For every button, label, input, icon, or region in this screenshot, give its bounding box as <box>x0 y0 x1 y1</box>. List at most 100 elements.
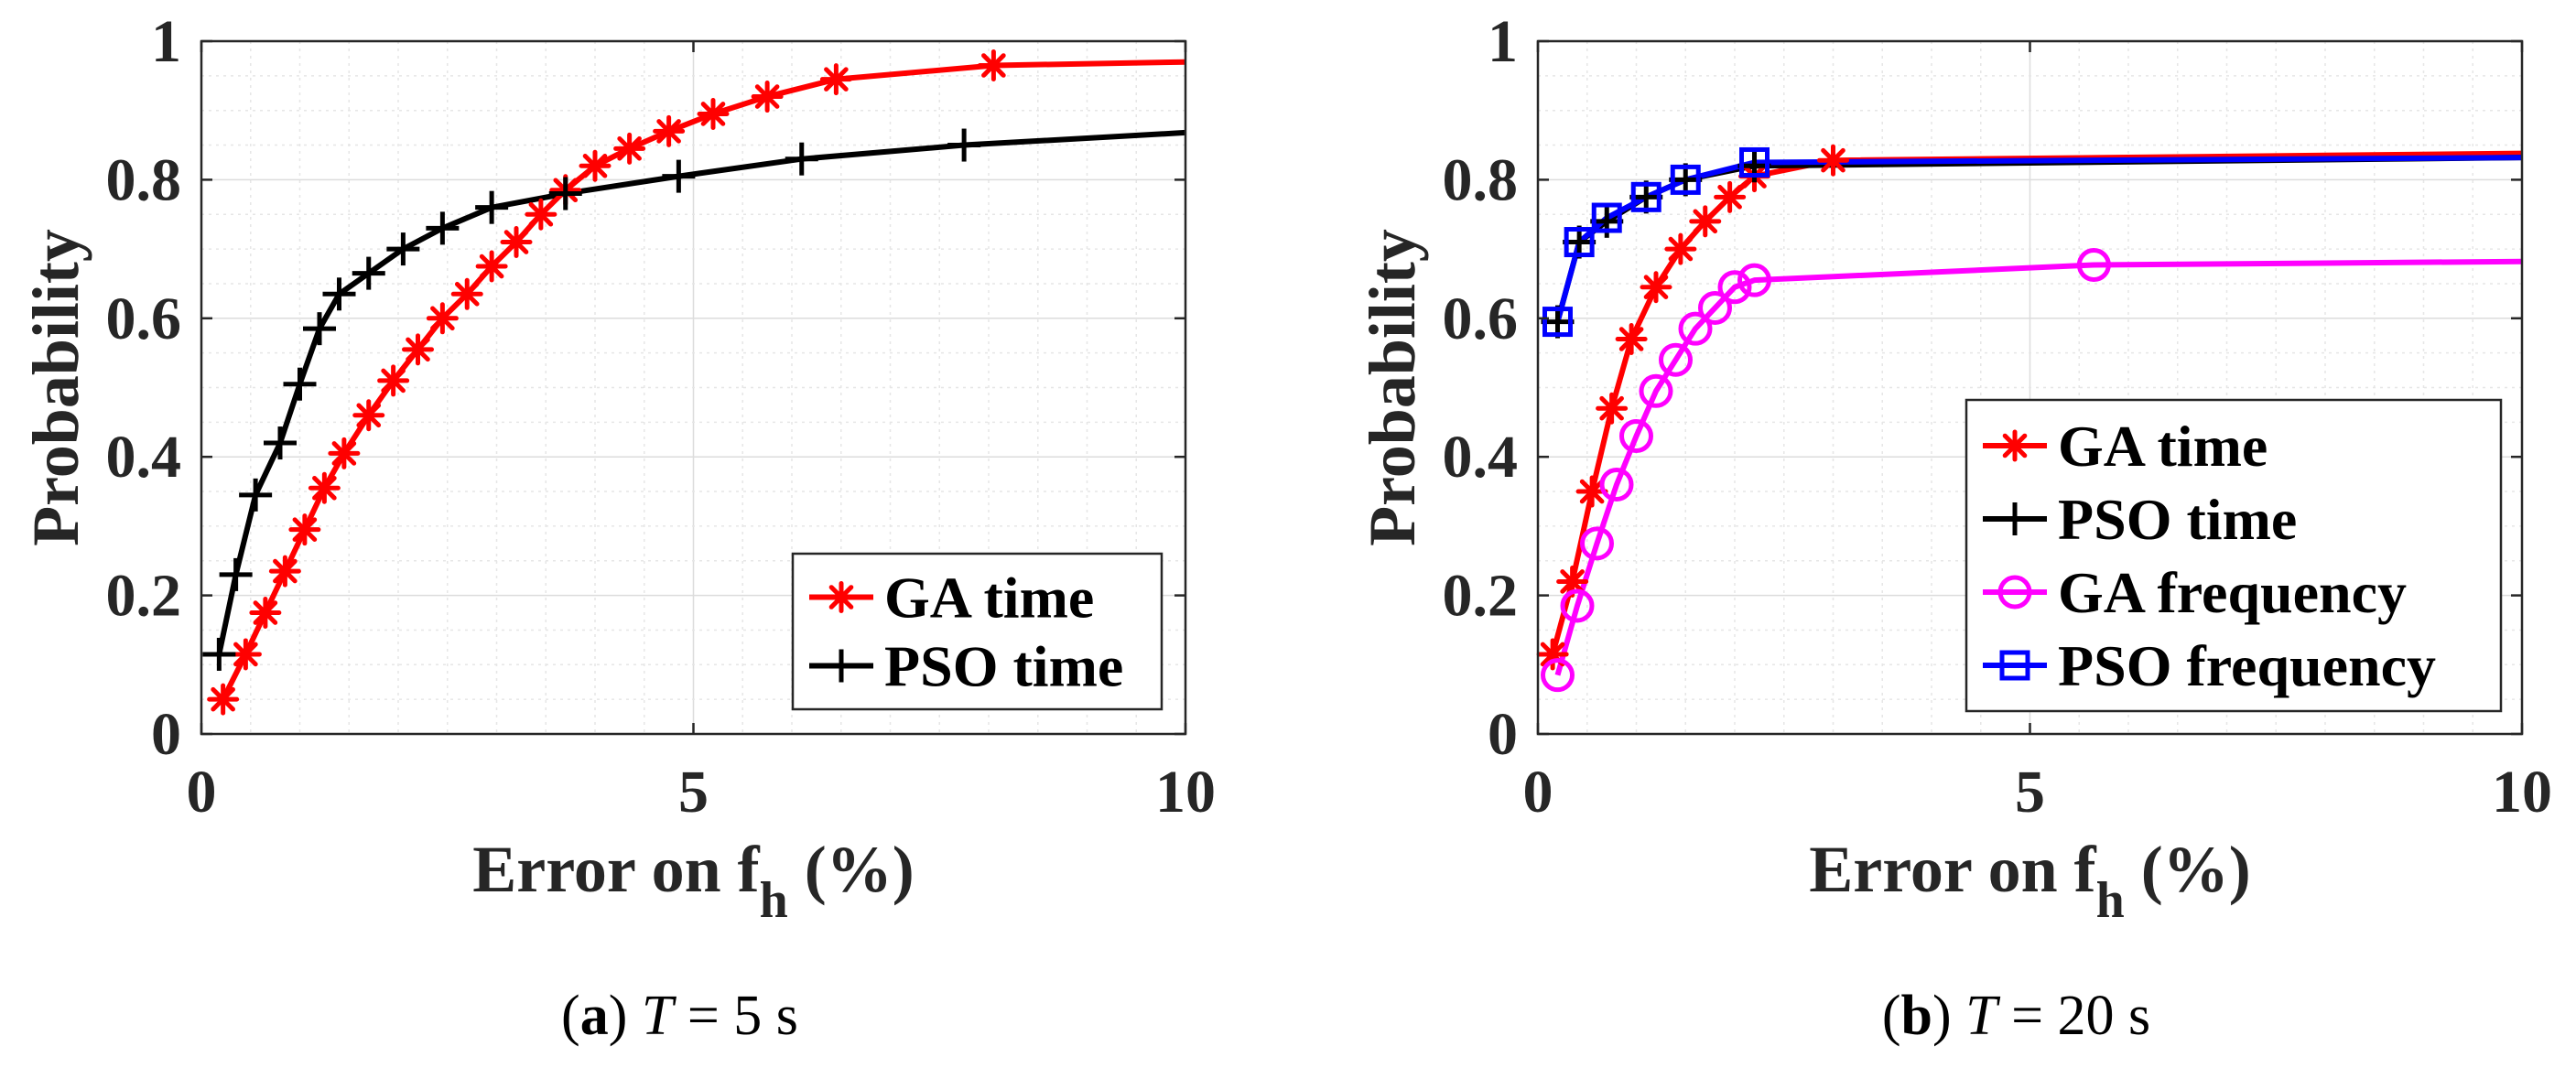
data-point <box>1678 311 1713 346</box>
legend-label: GA frequency <box>2058 560 2407 625</box>
data-point <box>662 159 696 193</box>
data-point <box>377 364 410 397</box>
legend-marker <box>825 581 858 613</box>
data-point <box>1639 373 1673 408</box>
data-point <box>1737 263 1771 297</box>
y-tick-label: 0.6 <box>1443 286 1519 352</box>
legend-label: GA time <box>2058 414 2268 479</box>
data-point <box>525 198 557 231</box>
legend-marker <box>1998 502 2031 535</box>
x-axis-label: Error on fh (%) <box>472 833 914 929</box>
data-point <box>1689 205 1722 238</box>
series-markers-ga-time <box>207 49 1010 716</box>
data-point <box>264 426 297 460</box>
data-point <box>322 277 356 311</box>
panel-caption: (b) T = 20 s <box>1882 985 2150 1047</box>
data-point <box>653 114 686 147</box>
chart-panel-b: 0 5 10 0 0.2 0.4 0.6 0.8 1 Error on fh (%) Probabi… <box>1356 8 2552 1047</box>
data-point <box>819 63 852 96</box>
data-point <box>219 557 253 591</box>
y-axis-label: Probability <box>19 229 92 546</box>
data-point <box>386 232 420 266</box>
data-point <box>426 302 459 335</box>
data-point <box>1698 290 1732 325</box>
legend-marker <box>1997 575 2032 610</box>
data-point <box>1817 144 1849 177</box>
y-tick-label: 0 <box>151 701 181 768</box>
x-tick-label: 5 <box>678 759 709 825</box>
data-point <box>500 226 533 259</box>
y-tick-label: 1 <box>151 8 181 75</box>
data-point <box>352 256 385 290</box>
x-axis-label: Error on fh (%) <box>1809 833 2250 929</box>
data-point <box>977 49 1010 81</box>
series-line-ga-time <box>220 59 1186 701</box>
data-point <box>268 555 301 588</box>
legend-marker <box>1999 650 2030 681</box>
data-point <box>1536 638 1569 671</box>
data-point <box>1556 565 1589 598</box>
data-point <box>2076 248 2111 283</box>
data-point <box>249 597 282 630</box>
data-point <box>402 333 434 366</box>
data-point <box>1564 227 1595 258</box>
data-point <box>1670 164 1701 195</box>
series-line-ga-frequency <box>1554 258 2523 676</box>
data-point <box>1542 307 1573 338</box>
y-tick-label: 0 <box>1488 701 1518 768</box>
data-point <box>548 177 582 210</box>
legend-label: PSO frequency <box>2058 633 2436 698</box>
data-point <box>1664 232 1697 265</box>
data-point <box>308 471 341 504</box>
data-point <box>352 399 385 432</box>
chart-panel-a: 0 5 10 0 0.2 0.4 0.6 0.8 1 Error on fh (%) Probabi… <box>19 8 1216 1047</box>
data-point <box>947 128 981 162</box>
data-point <box>450 277 483 310</box>
data-point <box>1599 467 1634 502</box>
data-point <box>1640 271 1672 304</box>
data-point <box>288 513 321 546</box>
data-point <box>283 367 317 401</box>
data-point <box>202 637 236 671</box>
legend-box <box>791 552 1164 711</box>
y-tick-label: 1 <box>1488 8 1518 75</box>
legend-label: PSO time <box>884 634 1123 699</box>
y-tick-label: 0.4 <box>106 424 182 491</box>
data-point <box>1659 342 1693 377</box>
legend-box <box>1964 398 2503 713</box>
data-point <box>1596 392 1629 425</box>
data-point <box>751 81 784 113</box>
series-line-pso-time <box>216 129 1186 655</box>
series-markers-ga-frequency <box>1541 248 2111 693</box>
legend-label: PSO time <box>2058 487 2297 552</box>
data-point <box>1591 202 1622 233</box>
data-point <box>426 211 460 245</box>
y-tick-label: 0.2 <box>106 563 182 630</box>
data-point <box>785 142 818 176</box>
y-tick-label: 0.2 <box>1443 563 1519 630</box>
y-tick-label: 0.8 <box>1443 146 1519 213</box>
x-tick-label: 0 <box>187 759 217 825</box>
data-point <box>328 437 361 469</box>
x-tick-label: 10 <box>2492 759 2552 825</box>
data-point <box>475 250 508 283</box>
data-point <box>303 312 336 346</box>
series-markers-pso-time <box>202 128 981 671</box>
y-tick-label: 0.4 <box>1443 424 1519 491</box>
x-tick-label: 5 <box>2015 759 2045 825</box>
data-point <box>1615 323 1648 356</box>
data-point <box>1630 181 1661 212</box>
y-axis-label: Probability <box>1356 229 1429 546</box>
data-point <box>475 190 509 224</box>
data-point <box>1541 658 1575 693</box>
legend-label: GA time <box>884 566 1094 631</box>
legend-marker <box>825 649 858 683</box>
data-point <box>579 149 612 182</box>
series-markers-pso-frequency <box>1542 146 1770 338</box>
ticks <box>200 39 1187 736</box>
data-point <box>229 638 262 671</box>
legend: GA time PSO time GA frequency PSO frequency <box>1964 398 2503 713</box>
y-tick-label: 0.8 <box>106 146 182 213</box>
